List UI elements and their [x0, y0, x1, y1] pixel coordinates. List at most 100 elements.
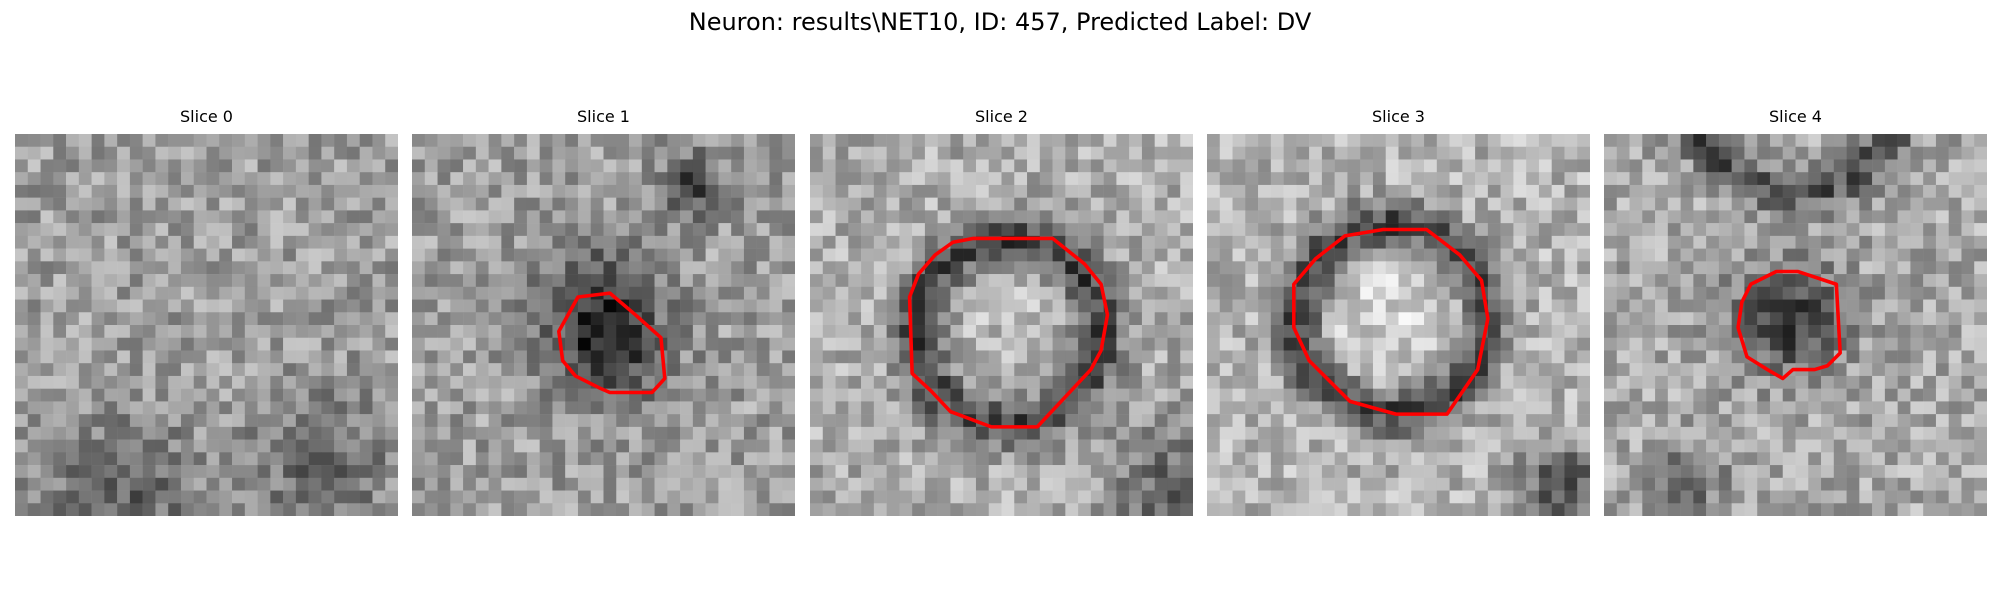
pixel: [1948, 439, 1962, 453]
pixel: [1757, 325, 1771, 338]
pixel: [718, 426, 732, 440]
pixel: [1833, 477, 1847, 491]
pixel: [463, 503, 477, 516]
pixel: [552, 490, 566, 504]
pixel: [168, 388, 182, 402]
pixel: [539, 401, 553, 415]
pixel: [1347, 490, 1361, 504]
pixel: [1577, 274, 1590, 288]
pixel: [1103, 426, 1117, 440]
pixel: [1270, 325, 1284, 338]
pixel: [705, 426, 719, 440]
pixel: [412, 223, 426, 237]
pixel: [91, 426, 105, 440]
pixel: [1065, 286, 1079, 300]
pixel: [1001, 363, 1015, 377]
pixel: [1411, 439, 1425, 453]
pixel: [822, 261, 836, 275]
pixel: [1526, 350, 1540, 364]
pixel: [359, 210, 373, 224]
pixel: [1538, 210, 1552, 224]
pixel: [1462, 426, 1476, 440]
pixel: [117, 337, 131, 351]
pixel: [1935, 274, 1949, 288]
pixel: [168, 503, 182, 516]
pixel: [886, 210, 900, 224]
pixel: [1655, 210, 1669, 224]
pixel: [1232, 465, 1246, 479]
pixel: [180, 375, 194, 389]
pixel: [27, 312, 41, 326]
pixel: [1411, 184, 1425, 198]
pixel: [1718, 312, 1732, 326]
pixel: [950, 363, 964, 377]
pixel: [206, 465, 220, 479]
pixel: [501, 363, 515, 377]
pixel: [66, 248, 80, 262]
pixel: [1372, 286, 1386, 300]
pixel: [1897, 286, 1911, 300]
pixel: [1642, 197, 1656, 211]
pixel: [193, 465, 207, 479]
pixel: [1859, 134, 1873, 147]
pixel: [1360, 477, 1374, 491]
pixel: [424, 325, 438, 338]
pixel: [769, 146, 783, 160]
pixel: [705, 210, 719, 224]
pixel: [1258, 452, 1272, 466]
pixel: [603, 363, 617, 377]
pixel: [1027, 146, 1041, 160]
pixel: [66, 172, 80, 186]
pixel: [1667, 172, 1681, 186]
pixel: [129, 274, 143, 288]
pixel: [1935, 261, 1949, 275]
pixel: [1680, 159, 1694, 173]
pixel: [924, 350, 938, 364]
pixel: [705, 159, 719, 173]
pixel: [219, 210, 233, 224]
pixel: [1245, 159, 1259, 173]
pixel: [359, 363, 373, 377]
pixel: [78, 235, 92, 249]
pixel: [142, 452, 156, 466]
pixel: [91, 490, 105, 504]
pixel: [667, 159, 681, 173]
pixel: [963, 426, 977, 440]
pixel: [539, 375, 553, 389]
pixel: [1500, 184, 1514, 198]
pixel: [129, 299, 143, 313]
pixel: [15, 477, 29, 491]
pixel: [835, 172, 849, 186]
pixel: [1923, 363, 1937, 377]
pixel: [950, 426, 964, 440]
pixel: [1014, 274, 1028, 288]
pixel: [873, 414, 887, 428]
pixel: [283, 312, 297, 326]
pixel: [1948, 274, 1962, 288]
pixel: [1116, 134, 1130, 147]
pixel: [1795, 401, 1809, 415]
pixel: [590, 465, 604, 479]
pixel: [1961, 490, 1975, 504]
pixel: [346, 337, 360, 351]
pixel: [603, 223, 617, 237]
pixel: [385, 375, 398, 389]
pixel: [104, 414, 118, 428]
pixel: [1655, 299, 1669, 313]
pixel: [963, 223, 977, 237]
pixel: [1090, 503, 1104, 516]
pixel: [1821, 210, 1835, 224]
pixel: [1052, 274, 1066, 288]
pixel: [1795, 312, 1809, 326]
pixel: [1039, 375, 1053, 389]
pixel: [308, 503, 322, 516]
pixel: [641, 172, 655, 186]
pixel: [1846, 490, 1860, 504]
pixel: [40, 325, 54, 338]
pixel: [1910, 312, 1924, 326]
pixel: [1923, 426, 1937, 440]
pixel: [1974, 197, 1987, 211]
pixel: [1232, 414, 1246, 428]
pixel: [1462, 363, 1476, 377]
pixel: [334, 325, 348, 338]
